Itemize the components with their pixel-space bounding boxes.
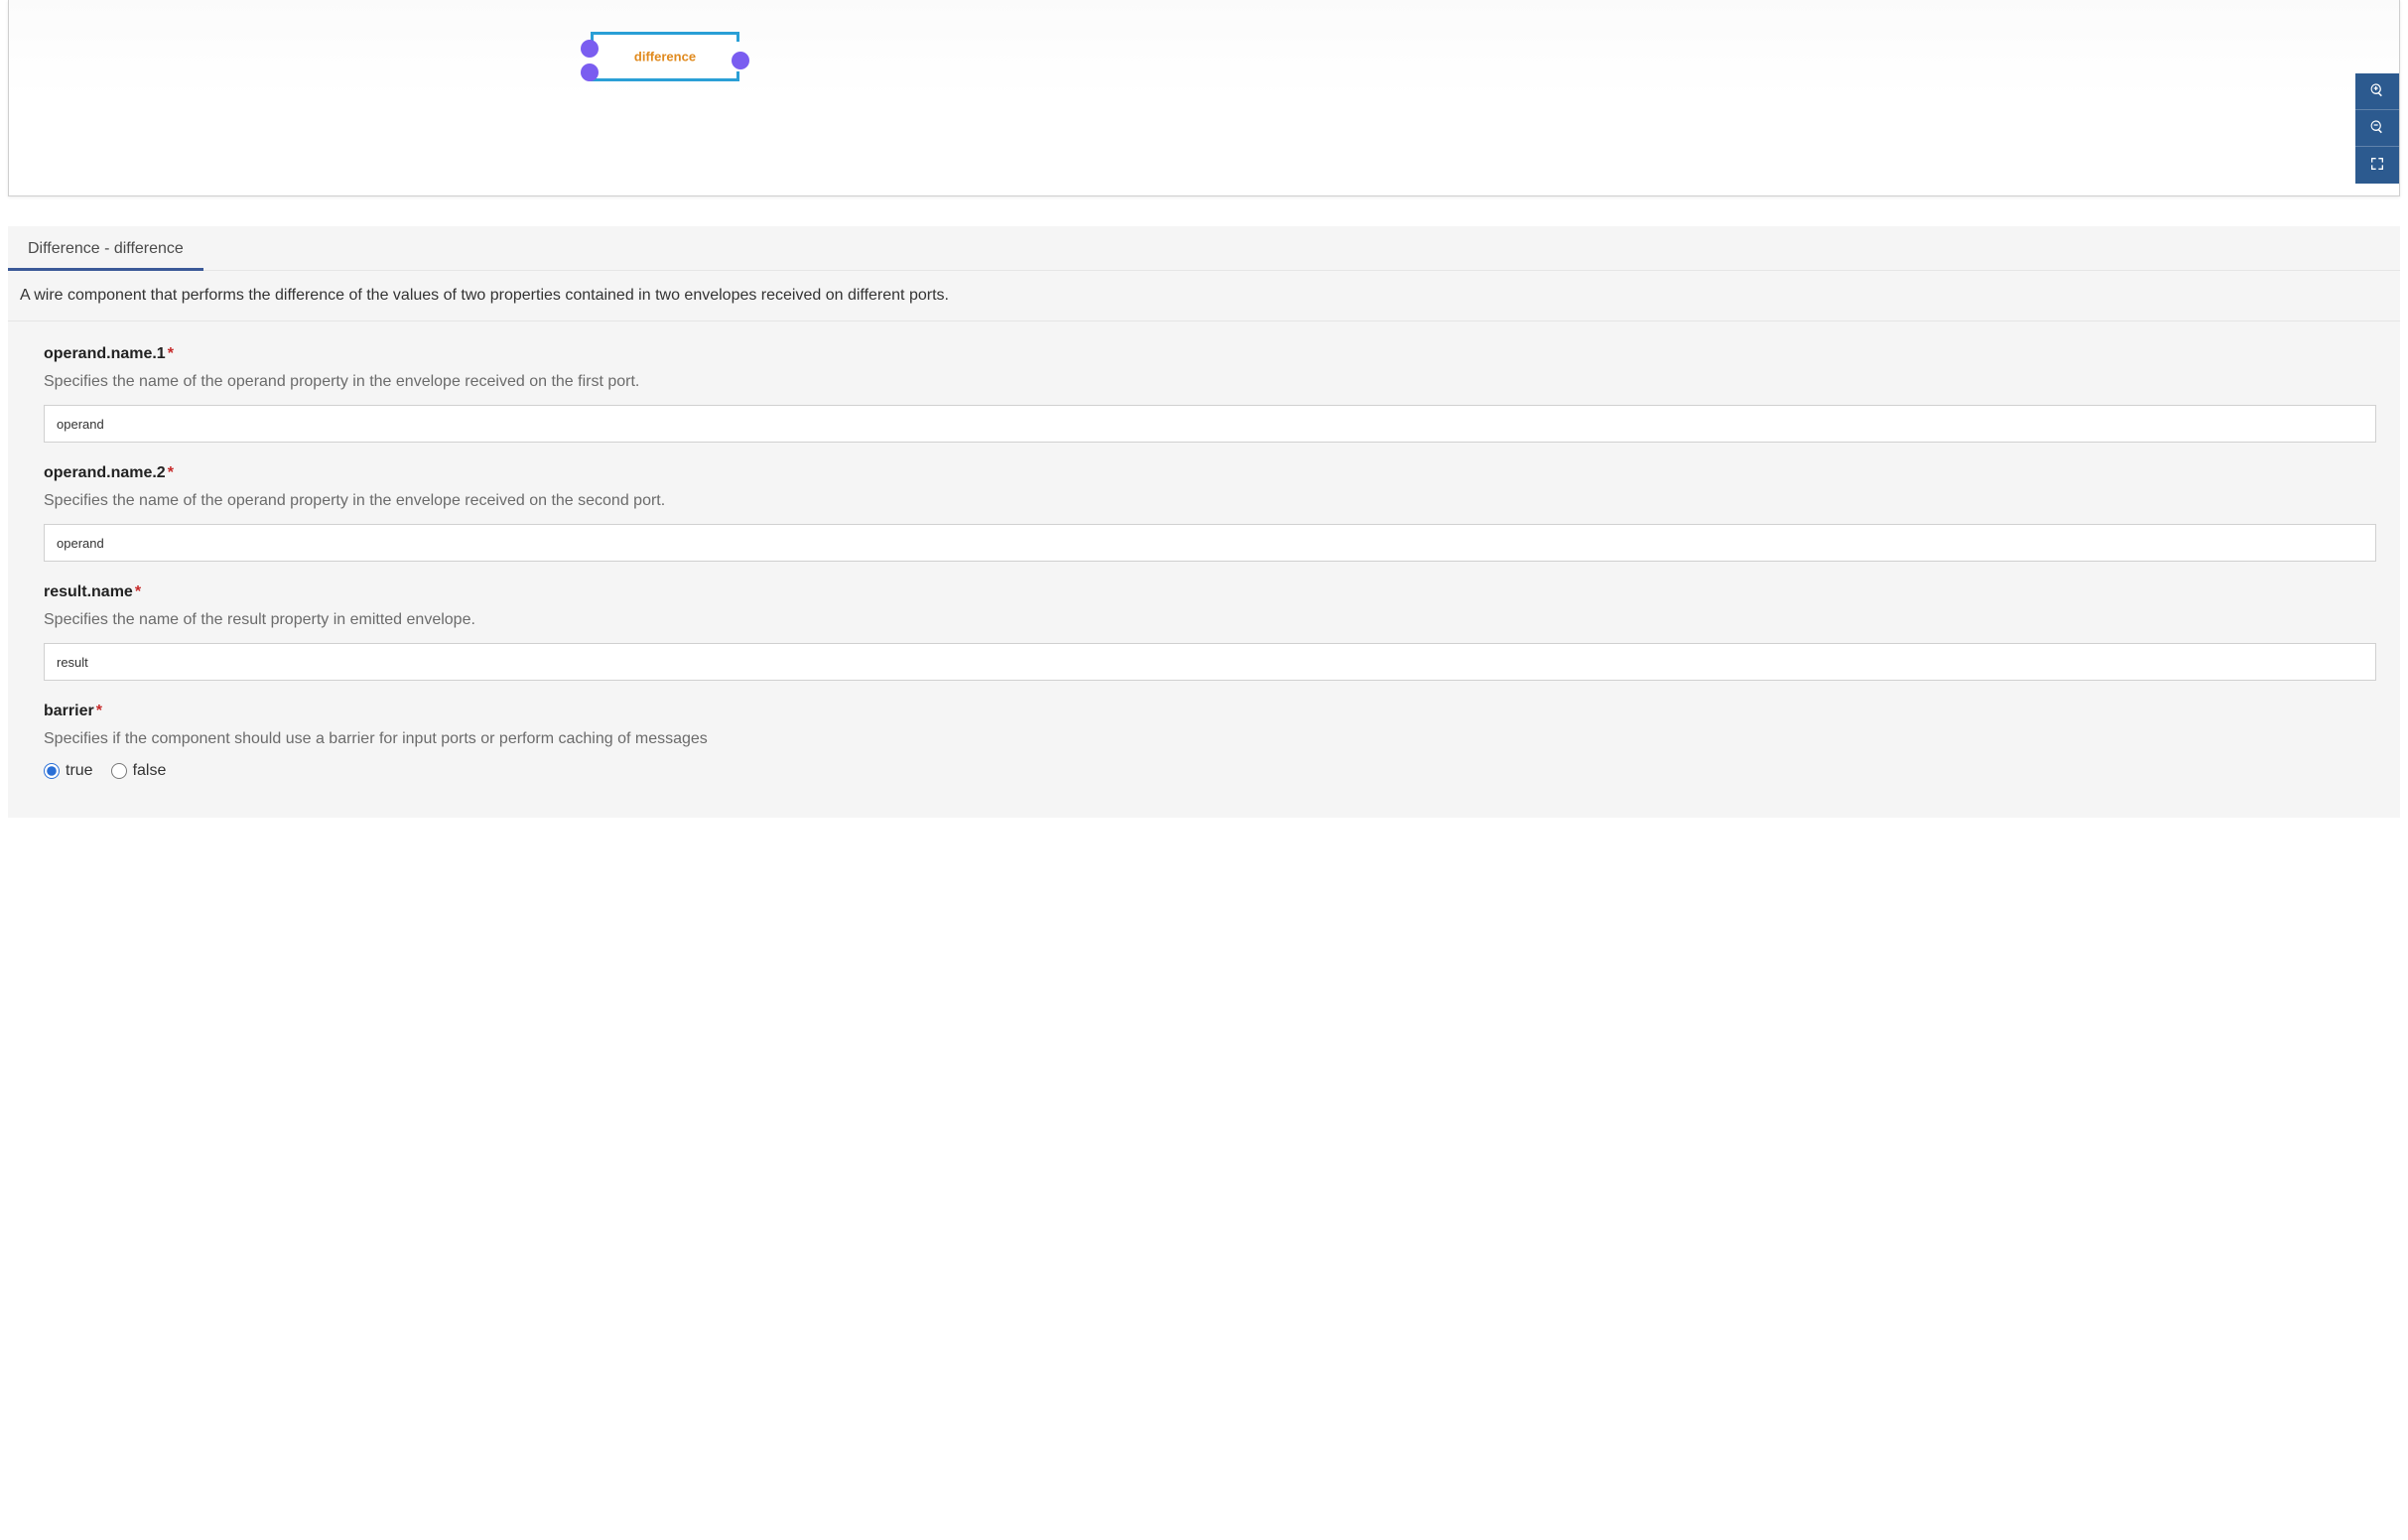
required-marker: * [135, 583, 141, 600]
radio-label: true [66, 762, 93, 780]
result-name-input[interactable] [44, 643, 2376, 681]
input-port-1[interactable] [581, 40, 599, 58]
zoom-in-button[interactable] [2355, 73, 2399, 110]
field-result-name: result.name* Specifies the name of the r… [8, 570, 2400, 689]
field-label: result.name* [44, 583, 2376, 601]
field-label: barrier* [44, 703, 2376, 720]
zoom-fit-button[interactable] [2355, 147, 2399, 184]
required-marker: * [168, 464, 174, 481]
node-label: difference [634, 50, 696, 64]
component-description: A wire component that performs the diffe… [8, 271, 2400, 321]
field-help: Specifies if the component should use a … [44, 730, 2376, 748]
barrier-radio-group: true false [44, 762, 2376, 780]
output-port-1[interactable] [732, 52, 749, 69]
field-label: operand.name.1* [44, 345, 2376, 363]
required-marker: * [168, 345, 174, 362]
input-port-2[interactable] [581, 64, 599, 81]
config-panel: Difference - difference A wire component… [8, 226, 2400, 818]
field-barrier: barrier* Specifies if the component shou… [8, 689, 2400, 788]
radio-label: false [133, 762, 167, 780]
zoom-in-icon [2369, 82, 2385, 101]
zoom-out-button[interactable] [2355, 110, 2399, 147]
barrier-false-radio[interactable] [111, 763, 127, 779]
canvas-container: difference [8, 0, 2400, 196]
field-help: Specifies the name of the operand proper… [44, 373, 2376, 391]
zoom-controls [2355, 73, 2399, 184]
field-operand-name-2: operand.name.2* Specifies the name of th… [8, 450, 2400, 570]
field-help: Specifies the name of the operand proper… [44, 492, 2376, 510]
barrier-true-radio[interactable] [44, 763, 60, 779]
wire-canvas[interactable]: difference [8, 0, 2400, 196]
zoom-out-icon [2369, 119, 2385, 138]
barrier-false-option[interactable]: false [111, 762, 167, 780]
tab-label: Difference - difference [28, 240, 184, 257]
field-operand-name-1: operand.name.1* Specifies the name of th… [8, 331, 2400, 450]
operand-name-1-input[interactable] [44, 405, 2376, 443]
field-help: Specifies the name of the result propert… [44, 611, 2376, 629]
difference-node[interactable]: difference [591, 32, 739, 81]
barrier-true-option[interactable]: true [44, 762, 93, 780]
tab-difference[interactable]: Difference - difference [8, 226, 203, 270]
tab-strip: Difference - difference [8, 226, 2400, 271]
operand-name-2-input[interactable] [44, 524, 2376, 562]
expand-icon [2369, 156, 2385, 175]
field-label: operand.name.2* [44, 464, 2376, 482]
required-marker: * [96, 703, 102, 719]
form-body: operand.name.1* Specifies the name of th… [8, 321, 2400, 818]
